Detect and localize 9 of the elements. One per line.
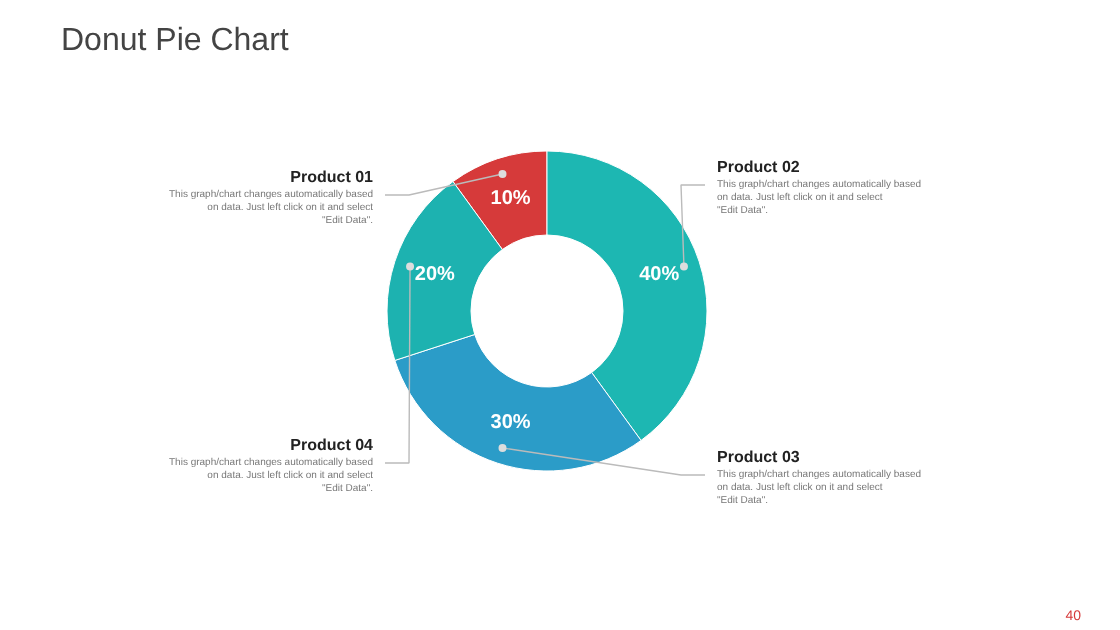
data-label: 10% [490, 187, 531, 210]
slice-label: Product 02 [717, 158, 801, 176]
data-label: 40% [639, 263, 680, 286]
slice-label: Product 03 [717, 448, 801, 466]
chart-title: Donut Pie Chart [61, 24, 290, 58]
data-label: 30% [490, 412, 531, 435]
data-label: 20% [414, 263, 456, 286]
slice-label: Product 01 [290, 168, 375, 186]
slice-label: Product 04 [290, 436, 375, 454]
